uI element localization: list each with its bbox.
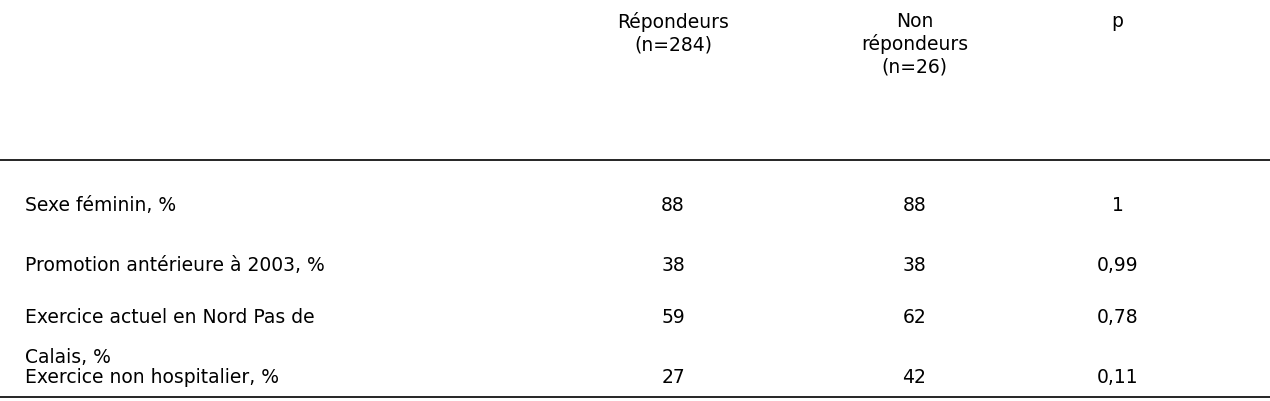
Text: 88: 88 <box>903 195 926 214</box>
Text: Répondeurs
(n=284): Répondeurs (n=284) <box>617 12 729 54</box>
Text: 27: 27 <box>662 367 685 387</box>
Text: Exercice non hospitalier, %: Exercice non hospitalier, % <box>25 367 279 387</box>
Text: p: p <box>1111 12 1124 31</box>
Text: Exercice actuel en Nord Pas de: Exercice actuel en Nord Pas de <box>25 307 315 326</box>
Text: Sexe féminin, %: Sexe féminin, % <box>25 195 177 214</box>
Text: 38: 38 <box>662 255 685 274</box>
Text: 0,78: 0,78 <box>1097 307 1138 326</box>
Text: 62: 62 <box>903 307 926 326</box>
Text: Calais, %: Calais, % <box>25 347 112 367</box>
Text: 59: 59 <box>662 307 685 326</box>
Text: 38: 38 <box>903 255 926 274</box>
Text: 42: 42 <box>903 367 926 387</box>
Text: 0,11: 0,11 <box>1097 367 1138 387</box>
Text: 1: 1 <box>1111 195 1124 214</box>
Text: 0,99: 0,99 <box>1097 255 1138 274</box>
Text: Non
répondeurs
(n=26): Non répondeurs (n=26) <box>861 12 968 76</box>
Text: Promotion antérieure à 2003, %: Promotion antérieure à 2003, % <box>25 255 325 274</box>
Text: 88: 88 <box>662 195 685 214</box>
